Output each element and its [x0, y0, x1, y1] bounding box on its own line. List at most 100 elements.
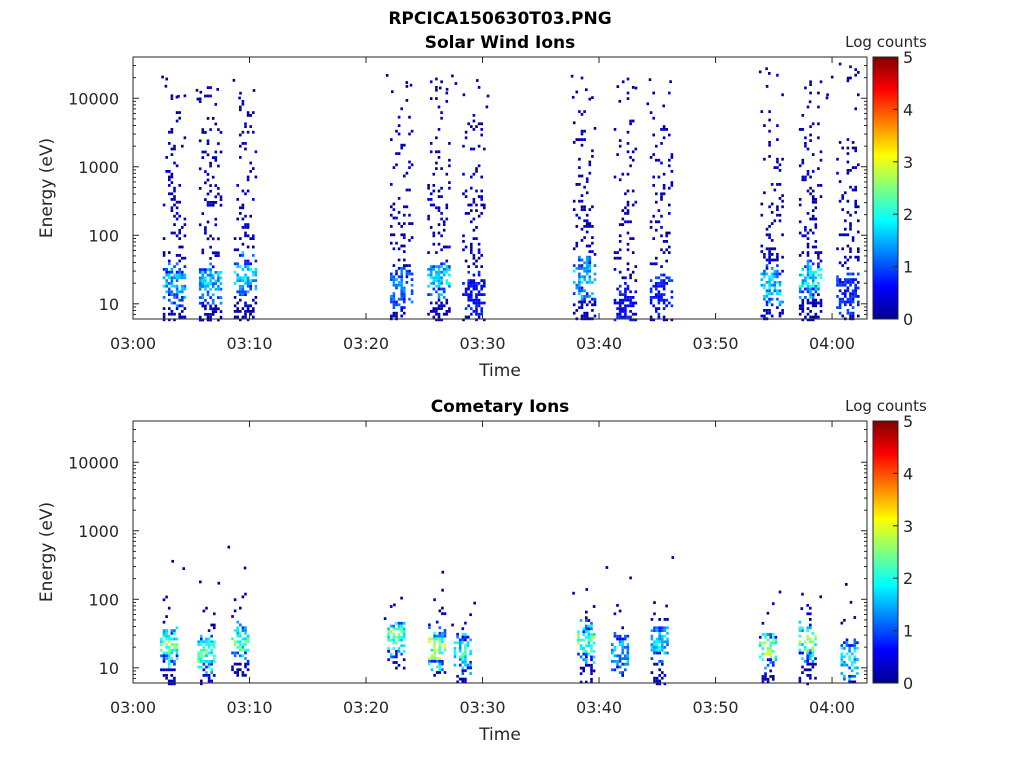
spectrogram-cell — [441, 668, 444, 672]
spectrogram-cell — [657, 282, 661, 285]
spectrogram-cell — [217, 307, 220, 311]
spectrogram-cell — [170, 674, 174, 677]
spectrogram-cell — [397, 275, 401, 279]
spectrogram-cell — [616, 256, 619, 260]
spectrogram-cell — [819, 80, 823, 84]
spectrogram-cell — [246, 130, 250, 134]
spectrogram-cell — [167, 634, 171, 638]
spectrogram-cell — [438, 637, 442, 641]
spectrogram-cell — [579, 655, 583, 659]
burst — [385, 74, 414, 321]
spectrogram-cell — [769, 652, 772, 656]
spectrogram-cell — [405, 281, 409, 284]
spectrogram-cell — [590, 680, 593, 684]
spectrogram-cell — [397, 211, 401, 214]
spectrogram-cell — [201, 279, 205, 283]
spectrogram-cell — [392, 311, 396, 315]
spectrogram-cell — [400, 289, 403, 293]
spectrogram-cell — [811, 665, 815, 669]
spectrogram-cell — [443, 645, 447, 649]
spectrogram-cell — [811, 284, 815, 288]
spectrogram-cell — [853, 644, 857, 647]
spectrogram-cell — [214, 279, 218, 283]
spectrogram-cell — [178, 237, 181, 240]
spectrogram-cell — [626, 77, 630, 81]
spectrogram-cell — [585, 295, 589, 298]
spectrogram-cell — [200, 654, 203, 658]
spectrogram-cell — [629, 290, 632, 294]
spectrogram-cell — [853, 660, 857, 664]
spectrogram-cell — [214, 150, 218, 154]
spectrogram-cell — [397, 633, 401, 636]
spectrogram-cell — [395, 303, 398, 307]
spectrogram-cell — [849, 250, 852, 253]
spectrogram-cell — [587, 641, 591, 645]
spectrogram-cell — [631, 318, 635, 322]
spectrogram-cell — [392, 627, 396, 631]
spectrogram-cell — [435, 307, 438, 310]
spectrogram-cell — [658, 682, 661, 686]
spectrogram-cell — [470, 248, 473, 252]
spectrogram-cell — [178, 245, 181, 249]
spectrogram-cell — [613, 128, 617, 131]
spectrogram-cell — [433, 673, 436, 677]
spectrogram-cell — [219, 315, 223, 319]
spectrogram-cell — [395, 269, 398, 273]
spectrogram-cell — [854, 188, 857, 192]
spectrogram-cell — [655, 262, 658, 266]
spectrogram-cell — [857, 281, 860, 284]
spectrogram-cell — [181, 276, 184, 280]
spectrogram-cell — [657, 276, 661, 280]
spectrogram-cell — [763, 295, 766, 298]
spectrogram-cell — [244, 122, 247, 126]
spectrogram-cell — [838, 199, 842, 203]
spectrogram-cell — [467, 287, 470, 291]
spectrogram-cell — [470, 282, 473, 285]
spectrogram-cell — [809, 287, 812, 291]
spectrogram-cell — [652, 91, 655, 95]
spectrogram-cell — [585, 644, 588, 648]
spectrogram-cell — [233, 651, 237, 655]
spectrogram-cell — [200, 643, 203, 646]
spectrogram-cell — [798, 296, 802, 299]
spectrogram-cell — [392, 264, 396, 267]
spectrogram-cell — [660, 265, 663, 268]
spectrogram-cell — [165, 651, 168, 655]
spectrogram-cell — [246, 245, 250, 249]
spectrogram-cell — [662, 279, 666, 282]
spectrogram-cell — [585, 652, 588, 656]
spectrogram-cell — [621, 640, 624, 644]
spectrogram-cell — [655, 629, 659, 632]
spectrogram-cell — [400, 644, 403, 648]
spectrogram-cell — [175, 279, 179, 282]
spectrogram-cell — [390, 314, 393, 318]
spectrogram-cell — [666, 643, 669, 646]
spectrogram-cell — [214, 282, 218, 285]
spectrogram-cell — [811, 304, 815, 308]
spectrogram-cell — [403, 205, 406, 209]
spectrogram-cell — [806, 287, 810, 291]
spectrogram-cell — [848, 649, 851, 653]
spectrogram-cell — [429, 282, 433, 285]
spectrogram-cell — [461, 669, 465, 673]
spectrogram-cell — [817, 315, 820, 319]
spectrogram-cell — [613, 648, 617, 652]
spectrogram-cell — [175, 270, 179, 274]
spectrogram-cell — [798, 273, 802, 277]
spectrogram-cell — [806, 648, 809, 652]
spectrogram-cell — [214, 201, 218, 204]
spectrogram-cell — [776, 157, 779, 161]
spectrogram-cell — [178, 273, 181, 277]
spectrogram-cell — [665, 234, 668, 238]
spectrogram-cell — [798, 620, 802, 624]
spectrogram-cell — [657, 175, 661, 179]
spectrogram-cell — [804, 142, 807, 145]
spectrogram-cell — [214, 156, 218, 159]
spectrogram-cell — [440, 301, 443, 305]
spectrogram-cell — [437, 307, 441, 310]
spectrogram-cell — [616, 634, 619, 638]
spectrogram-cell — [173, 637, 176, 641]
spectrogram-cell — [209, 184, 212, 187]
spectrogram-cell — [846, 138, 850, 141]
spectrogram-cell — [583, 267, 586, 270]
